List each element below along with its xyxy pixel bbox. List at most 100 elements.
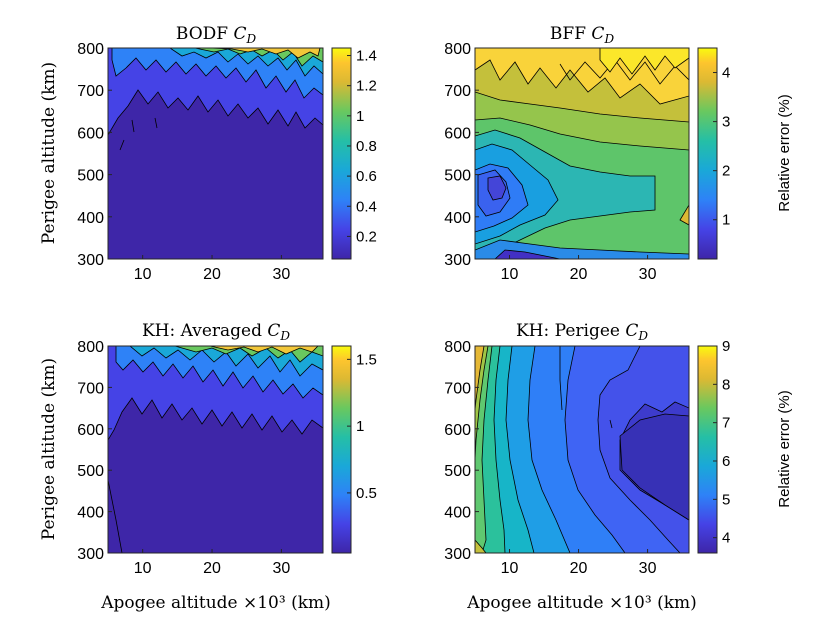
contour-band [475, 346, 485, 411]
y-tick-label: 500 [444, 463, 471, 480]
colorbar-tick-label: 0.6 [356, 168, 377, 185]
y-tick-label: 400 [444, 210, 471, 227]
x-tick-label: 10 [134, 560, 152, 577]
y-tick-label: 700 [77, 380, 104, 397]
colorbar [331, 345, 352, 554]
y-tick-label: 300 [77, 252, 104, 269]
colorbar-label: Relative error (%) [776, 390, 793, 508]
contour-line [559, 59, 689, 85]
colorbar-tick-label: 1 [722, 212, 730, 229]
axes: 10 20 30 300 400 500 600 700 800 [444, 339, 656, 577]
y-tick-label: 300 [444, 252, 471, 269]
panel-title: BODF CD [176, 24, 257, 46]
colorbar-tick-label: 1.5 [356, 351, 377, 368]
contour-line [559, 346, 613, 429]
colorbar-tick-label: 3 [722, 114, 730, 131]
x-tick-label: 20 [570, 560, 588, 577]
y-tick-label: 800 [444, 339, 471, 356]
y-tick-label: 600 [77, 125, 104, 142]
panel-title: KH: Perigee CD [516, 321, 648, 343]
y-tick-label: 800 [77, 41, 104, 58]
y-tick-label: 300 [77, 546, 104, 563]
colorbar-tick-label: 0.8 [356, 138, 377, 155]
contour-band [209, 346, 319, 355]
colorbar-ticks: 4 5 6 7 8 9 [713, 338, 730, 547]
contour-line [119, 117, 158, 151]
plot-frame [474, 345, 690, 554]
y-tick-label: 700 [444, 83, 471, 100]
colorbar-tick-label: 5 [722, 491, 730, 508]
x-tick-label: 30 [272, 560, 290, 577]
panel-title: BFF CD [550, 24, 615, 46]
contour-band [619, 413, 689, 521]
y-tick-label: 700 [77, 83, 104, 100]
colorbar-tick-label: 2 [722, 163, 730, 180]
colorbar-tick-label: 1.2 [356, 78, 377, 95]
colorbar-label: Relative error (%) [776, 94, 793, 212]
x-tick-label: 10 [134, 266, 152, 283]
x-tick-label: 10 [501, 560, 519, 577]
colorbar-tick-label: 4 [722, 530, 730, 547]
x-axis-label: Apogee altitude ×10³ (km) [100, 593, 331, 613]
x-tick-label: 30 [639, 266, 657, 283]
y-tick-label: 600 [77, 422, 104, 439]
colorbar-tick-label: 4 [722, 65, 730, 82]
contour-band [115, 346, 323, 399]
colorbar-tick-label: 0.2 [356, 228, 377, 245]
heatmap-area [108, 346, 323, 553]
x-tick-label: 20 [203, 560, 221, 577]
colorbar-ticks: 0.5 1 1.5 [347, 351, 377, 502]
y-tick-label: 800 [77, 339, 104, 356]
y-tick-label: 400 [77, 505, 104, 522]
y-tick-label: 700 [444, 380, 471, 397]
contour-band [487, 175, 507, 201]
plot-frame [107, 345, 324, 554]
axes: 10 20 30 300 400 500 600 700 800 [77, 339, 290, 577]
x-tick-label: 20 [570, 266, 588, 283]
x-tick-label: 10 [501, 266, 519, 283]
colorbar-ticks: 1 2 3 4 [713, 65, 730, 229]
colorbar-tick-label: 1 [356, 108, 364, 125]
y-tick-label: 400 [77, 210, 104, 227]
y-tick-label: 500 [444, 168, 471, 185]
colorbar-tick-label: 9 [722, 338, 730, 355]
contour-band [209, 48, 321, 59]
x-tick-label: 20 [203, 266, 221, 283]
y-tick-label: 400 [444, 505, 471, 522]
plot-frame [107, 47, 324, 260]
y-axis-label: Perigee altitude (km) [39, 358, 59, 540]
colorbar-tick-label: 7 [722, 415, 730, 432]
contour-band [475, 539, 487, 553]
y-tick-label: 600 [444, 422, 471, 439]
contour-line [108, 479, 123, 553]
colorbar-tick-label: 1 [356, 418, 364, 435]
colorbar [331, 47, 352, 260]
panel-kh-perigee: KH: Perigee CD 10 20 30300400500600700800 … [444, 321, 793, 613]
colorbar-tick-label: 1.4 [356, 48, 377, 65]
colorbar [697, 47, 718, 260]
panel-kh-averaged: KH: Averaged CD 10 20 30 300 400 500 600 700 800… [77, 321, 377, 613]
colorbar-tick-label: 6 [722, 453, 730, 470]
heatmap-area [475, 48, 689, 259]
panel-bff: BFF CD 10 20 30 300 400 500 600 700 800 1 2 3 4 Rel… [444, 24, 793, 283]
y-tick-label: 800 [444, 41, 471, 58]
contour-band [494, 249, 561, 259]
x-axis-label: Apogee altitude ×10³ (km) [466, 593, 697, 613]
x-tick-label: 30 [639, 560, 657, 577]
y-tick-label: 500 [77, 168, 104, 185]
colorbar [697, 345, 718, 554]
plot-frame [474, 47, 690, 260]
heatmap-area [475, 346, 689, 553]
contour-band [679, 204, 689, 226]
colorbar-tick-label: 0.5 [356, 485, 377, 502]
y-axis-label: Perigee altitude (km) [39, 62, 59, 244]
x-tick-label: 30 [272, 266, 290, 283]
colorbar-ticks: 0.2 0.4 0.6 0.8 1 1.2 1.4 [347, 48, 377, 245]
y-tick-label: 600 [444, 125, 471, 142]
contour-band [599, 48, 689, 75]
heatmap-area [108, 48, 323, 259]
axes: 10 20 30 300 400 500 600 700 800 [444, 41, 656, 283]
panel-title: KH: Averaged CD [142, 321, 290, 343]
